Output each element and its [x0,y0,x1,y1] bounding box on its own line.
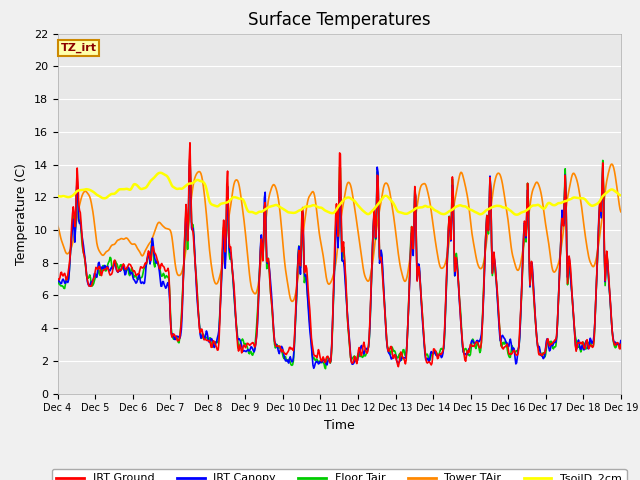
Text: TZ_irt: TZ_irt [60,43,97,53]
X-axis label: Time: Time [324,419,355,432]
Y-axis label: Temperature (C): Temperature (C) [15,163,28,264]
Legend: IRT Ground, IRT Canopy, Floor Tair, Tower TAir, TsoilD_2cm: IRT Ground, IRT Canopy, Floor Tair, Towe… [52,469,627,480]
Title: Surface Temperatures: Surface Temperatures [248,11,431,29]
